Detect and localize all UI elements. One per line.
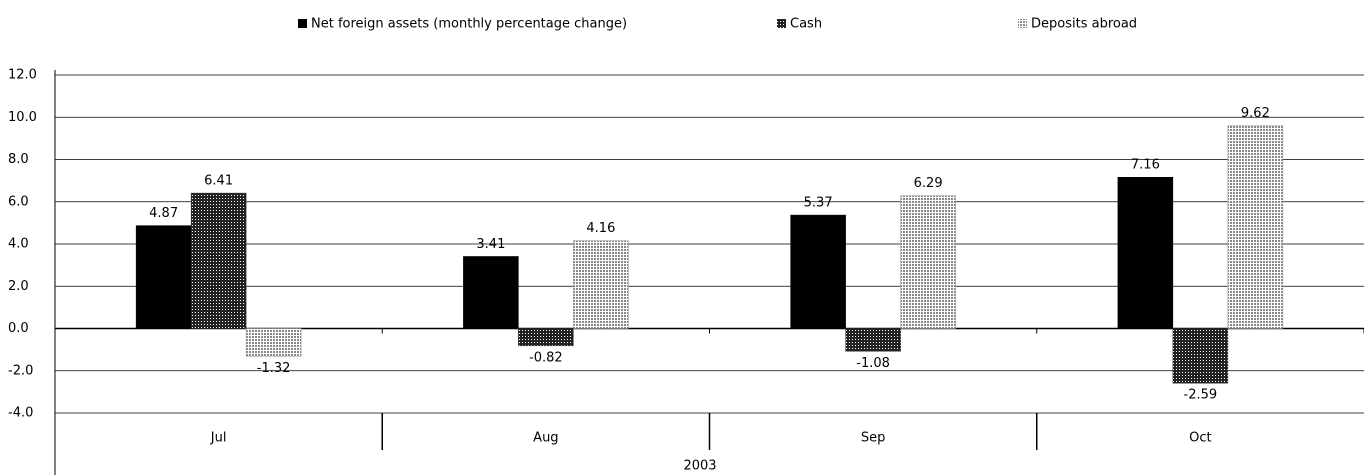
bar [1227,125,1284,329]
bar [135,225,192,329]
y-tick-label: 12.0 [8,68,37,83]
x-tick-label: Sep [861,431,886,446]
bar [900,195,956,329]
value-label: 6.41 [204,174,233,189]
bar [518,328,574,347]
legend-swatch [298,19,307,28]
bar [573,240,629,329]
value-label: 6.29 [914,176,943,191]
y-tick-label: -4.0 [8,406,33,421]
y-tick-label: 6.0 [8,194,29,209]
bar [463,256,519,329]
value-label: -1.32 [257,361,291,376]
x-tick-label: Aug [533,431,558,446]
x-tick-label: Jul [210,431,227,446]
value-label: -2.59 [1184,388,1218,403]
value-label: 4.87 [149,206,178,221]
value-label: 7.16 [1131,158,1160,173]
bar [1172,328,1229,384]
legend-label: Cash [790,17,822,32]
y-tick-label: 0.0 [8,321,29,336]
x-tick-label: Oct [1189,431,1211,446]
value-label: 9.62 [1241,106,1270,121]
bar [190,192,247,329]
bar [790,214,846,329]
bar [845,328,901,352]
y-tick-label: 10.0 [8,110,37,125]
y-tick-label: 2.0 [8,279,29,294]
group-label: 2003 [683,459,716,474]
y-tick-label: 8.0 [8,152,29,167]
y-tick-label: -2.0 [8,363,33,378]
legend-swatch [1018,19,1027,28]
legend-label: Net foreign assets (monthly percentage c… [311,17,627,32]
legend-swatch [777,19,786,28]
value-label: 4.16 [586,221,615,236]
value-label: -1.08 [856,356,890,371]
legend-label: Deposits abroad [1031,17,1137,32]
value-label: -0.82 [529,350,563,365]
bar [1117,176,1174,329]
y-tick-label: 4.0 [8,237,29,252]
bar [245,328,302,357]
value-label: 3.41 [476,237,505,252]
value-label: 5.37 [804,196,833,211]
